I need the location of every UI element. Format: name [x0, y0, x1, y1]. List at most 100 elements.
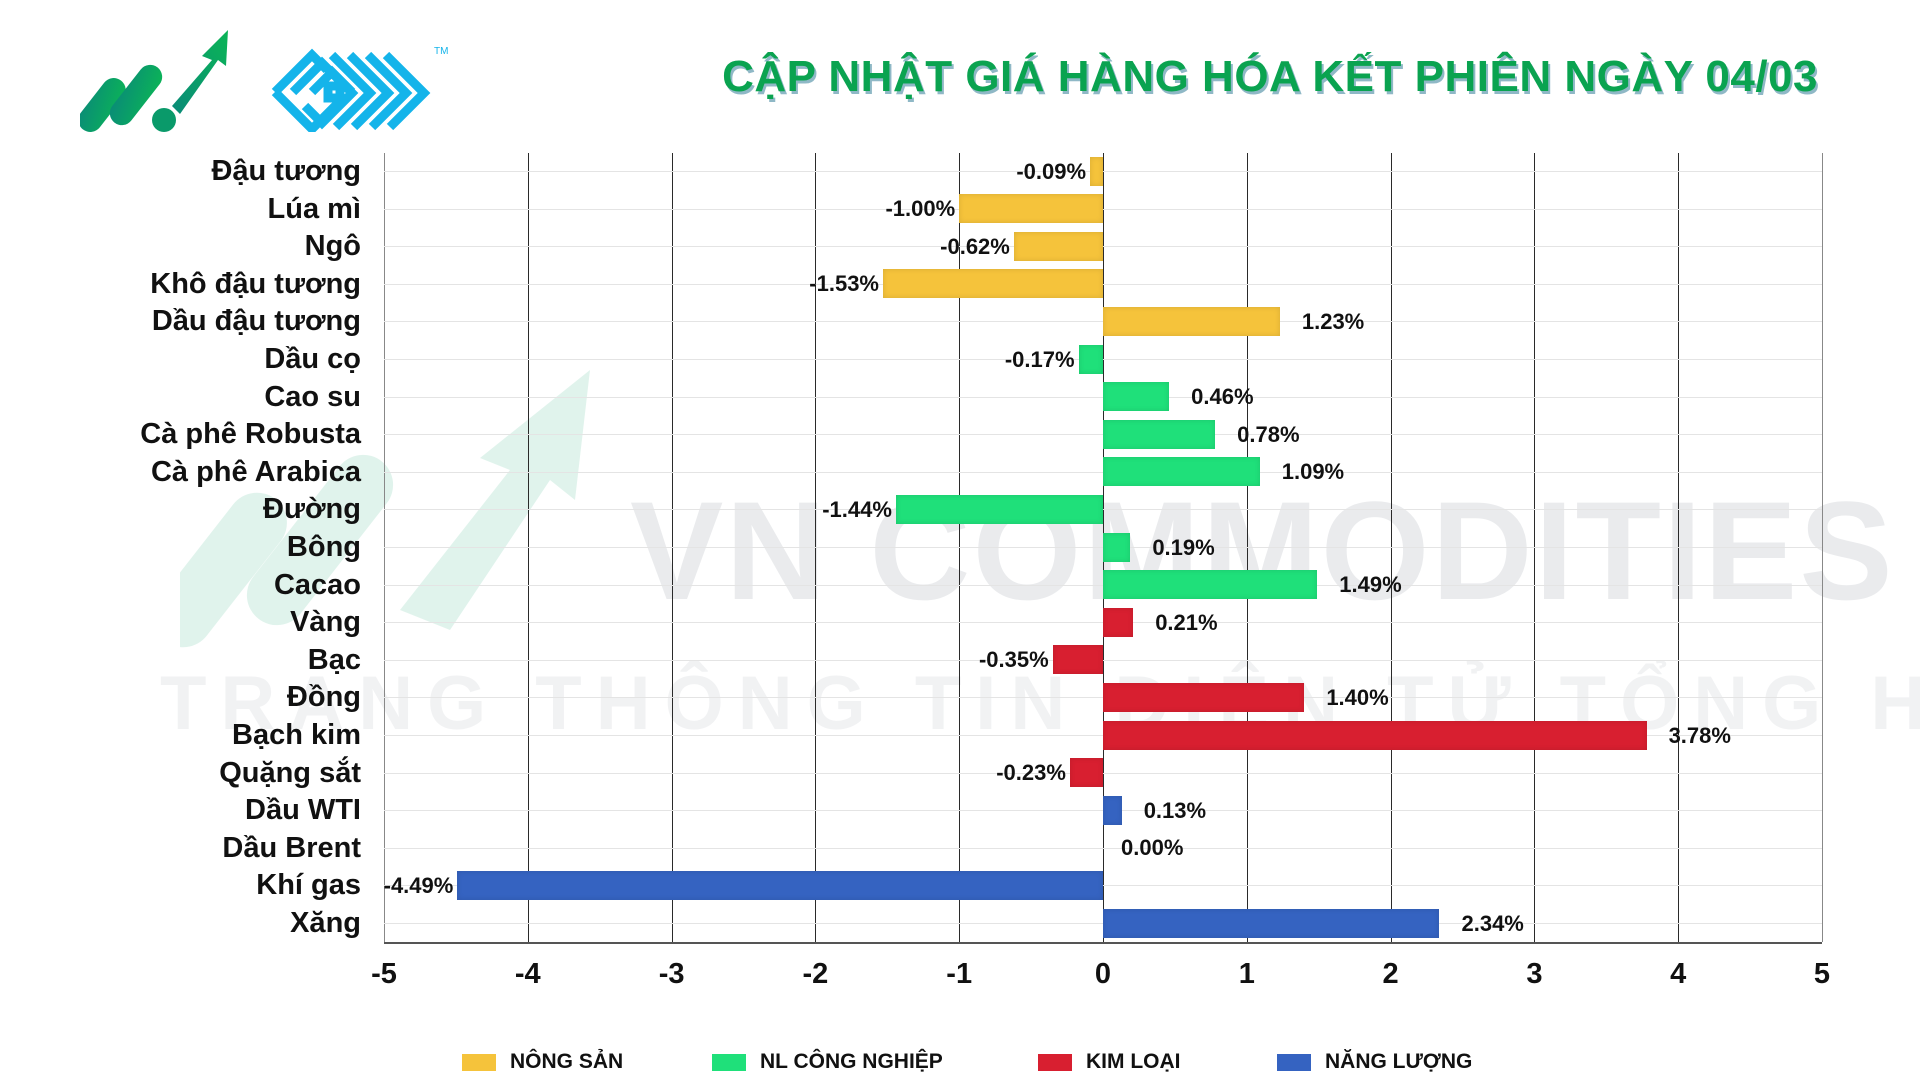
category-label: Cà phê Arabica	[150, 455, 361, 488]
x-axis-line	[384, 942, 1822, 944]
bar-value-label: 3.78%	[1668, 722, 1731, 748]
gridline-horizontal	[384, 283, 1822, 285]
category-label: Lúa mì	[267, 192, 361, 225]
gridline-horizontal	[384, 885, 1822, 887]
category-label: Dầu Brent	[222, 831, 361, 864]
gridline-horizontal	[384, 659, 1822, 661]
category-label: Xăng	[290, 907, 361, 939]
bar	[1090, 156, 1103, 186]
bar-value-label: 2.34%	[1461, 910, 1524, 936]
category-label: Vàng	[290, 606, 361, 639]
legend-item: KIM LOẠI	[1038, 1050, 1181, 1074]
x-tick-label: -5	[371, 958, 397, 990]
trademark: TM	[434, 46, 448, 57]
bar	[895, 494, 1103, 524]
bar	[1103, 570, 1318, 600]
bar-value-label: -0.09%	[1016, 158, 1087, 184]
category-label: Bông	[286, 531, 361, 563]
bar	[1103, 419, 1216, 449]
bar-value-label: -0.17%	[1004, 346, 1075, 372]
category-label: Đường	[263, 493, 361, 526]
bar	[959, 194, 1103, 224]
bar-value-label: -0.35%	[978, 647, 1049, 673]
bar-value-label: -0.23%	[996, 760, 1066, 786]
category-label: Cao su	[264, 380, 361, 413]
bar-value-label: -1.44%	[822, 496, 892, 522]
x-tick-label: 2	[1382, 958, 1399, 990]
bar-value-label: 0.13%	[1143, 797, 1207, 823]
bar	[1013, 231, 1103, 261]
bar	[1103, 382, 1170, 412]
gridline-vertical	[1822, 153, 1823, 942]
bar-value-label: -0.62%	[940, 233, 1010, 259]
x-tick-label: -3	[658, 958, 685, 990]
x-tick-label: -2	[802, 958, 829, 990]
category-label: Cà phê Robusta	[140, 418, 361, 451]
bar	[1103, 720, 1647, 750]
gridline-horizontal	[384, 246, 1822, 248]
chart-legend: NÔNG SẢN NL CÔNG NGHIỆP KIM LOẠI NĂNG LƯỢNG	[0, 1050, 1920, 1080]
gridline-horizontal	[384, 171, 1822, 172]
category-label: Dầu cọ	[264, 343, 361, 375]
category-label: Ngô	[304, 230, 361, 263]
bar-value-label: -1.00%	[885, 196, 956, 222]
category-label: Đậu tương	[211, 155, 361, 187]
x-tick-label: 5	[1813, 958, 1831, 990]
maze-logo-icon	[271, 48, 431, 136]
category-label: Quặng sắt	[219, 756, 361, 789]
bar	[1103, 682, 1305, 712]
bar-value-label: -4.49%	[383, 872, 454, 898]
bar	[1103, 532, 1131, 562]
category-label: Bạc	[307, 643, 361, 676]
x-tick-label: 1	[1238, 958, 1255, 990]
bar	[882, 269, 1103, 299]
gridline-horizontal	[384, 847, 1822, 849]
bar-value-label: 1.40%	[1326, 684, 1389, 710]
x-tick-label: 4	[1670, 958, 1687, 990]
x-tick-label: -4	[514, 958, 541, 990]
bar	[1103, 908, 1440, 938]
bar-value-label: 0.78%	[1237, 421, 1300, 447]
category-label: Đồng	[286, 681, 361, 714]
bar-value-label: 1.23%	[1301, 308, 1365, 334]
bar	[1103, 306, 1280, 336]
legend-item: NÔNG SẢN	[462, 1050, 623, 1074]
bar	[1103, 457, 1260, 487]
bar-value-label: -1.53%	[809, 271, 879, 297]
chart-plot-area: -0.09% -1.00% -0.62% -1.53% 1.23% -0.17% 0.46%…	[383, 153, 1823, 944]
category-label: Khô đậu tương	[150, 267, 361, 300]
category-label: Dầu đậu tương	[151, 305, 361, 338]
category-label: Dầu WTI	[245, 794, 361, 827]
bar	[457, 870, 1103, 900]
legend-item: NĂNG LƯỢNG	[1277, 1050, 1472, 1074]
bar-value-label: 0.19%	[1152, 534, 1215, 560]
bar	[1103, 607, 1134, 637]
category-label: Cacao	[273, 568, 361, 601]
bar	[1052, 645, 1103, 675]
bar	[1103, 795, 1122, 825]
gridline-horizontal	[384, 509, 1822, 511]
legend-swatch-icon	[712, 1053, 746, 1071]
bar-value-label: 1.09%	[1281, 459, 1345, 485]
legend-label: NÔNG SẢN	[510, 1050, 624, 1073]
x-tick-label: 0	[1094, 958, 1112, 990]
logo: TM	[78, 22, 460, 136]
legend-label: NĂNG LƯỢNG	[1325, 1050, 1473, 1073]
page-title: CẬP NHẬT GIÁ HÀNG HÓA KẾT PHIÊN NGÀY 04/…	[722, 52, 1818, 101]
legend-label: NL CÔNG NGHIỆP	[760, 1050, 943, 1073]
bar-value-label: 0.00%	[1121, 835, 1184, 861]
category-label: Bạch kim	[232, 719, 361, 751]
category-label: Khí gas	[256, 869, 361, 902]
gridline-horizontal	[384, 359, 1822, 360]
legend-swatch-icon	[1277, 1053, 1311, 1071]
bar-value-label: 0.21%	[1155, 609, 1218, 635]
gridline-horizontal	[384, 208, 1822, 210]
legend-swatch-icon	[462, 1053, 496, 1071]
x-tick-label: -1	[946, 958, 973, 990]
legend-item: NL CÔNG NGHIỆP	[712, 1050, 943, 1074]
growth-arrow-logo-icon: TM	[78, 30, 448, 136]
legend-swatch-icon	[1038, 1053, 1072, 1071]
x-tick-label: 3	[1526, 958, 1543, 990]
bar-value-label: 1.49%	[1339, 572, 1402, 598]
legend-label: KIM LOẠI	[1086, 1050, 1181, 1073]
